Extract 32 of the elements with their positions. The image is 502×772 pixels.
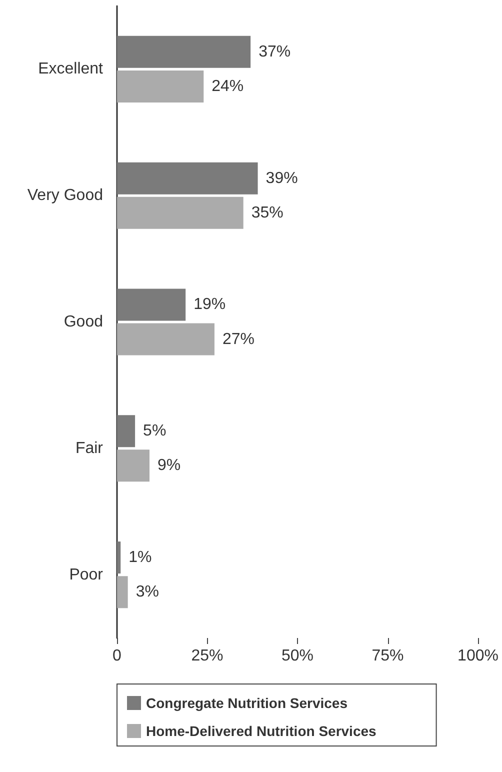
x-tick-label: 0: [112, 648, 122, 664]
bar: [117, 288, 186, 321]
y-tick-label: Excellent: [38, 60, 104, 78]
x-tick-label: 25%: [191, 648, 224, 664]
data-label: 24%: [212, 78, 244, 95]
legend-label: Home-Delivered Nutrition Services: [146, 723, 377, 739]
y-tick-label: Poor: [69, 566, 104, 584]
data-label: 9%: [157, 457, 181, 474]
legend-label: Congregate Nutrition Services: [146, 695, 348, 711]
y-tick-label: Good: [64, 314, 103, 330]
bar: [117, 196, 244, 229]
x-tick-label: 100%: [458, 648, 498, 664]
bar: [117, 542, 121, 574]
data-label: 35%: [251, 204, 284, 222]
bar: [117, 450, 150, 482]
data-label: 19%: [194, 296, 226, 314]
x-tick-label: 50%: [281, 648, 314, 664]
data-label: 5%: [143, 422, 166, 440]
x-tick-label: 75%: [372, 648, 404, 664]
bar: [117, 415, 136, 448]
data-label: 37%: [258, 43, 291, 60]
bar: [117, 36, 251, 68]
y-tick-label: Fair: [75, 440, 104, 457]
bar: [117, 576, 128, 608]
y-tick-label: Very Good: [27, 187, 103, 204]
bar: [117, 70, 204, 102]
bar: [117, 162, 258, 194]
data-label: 39%: [266, 170, 298, 187]
data-label: 1%: [128, 549, 152, 566]
bar: [117, 323, 214, 356]
data-label: 27%: [222, 330, 254, 348]
data-label: 3%: [136, 584, 159, 601]
